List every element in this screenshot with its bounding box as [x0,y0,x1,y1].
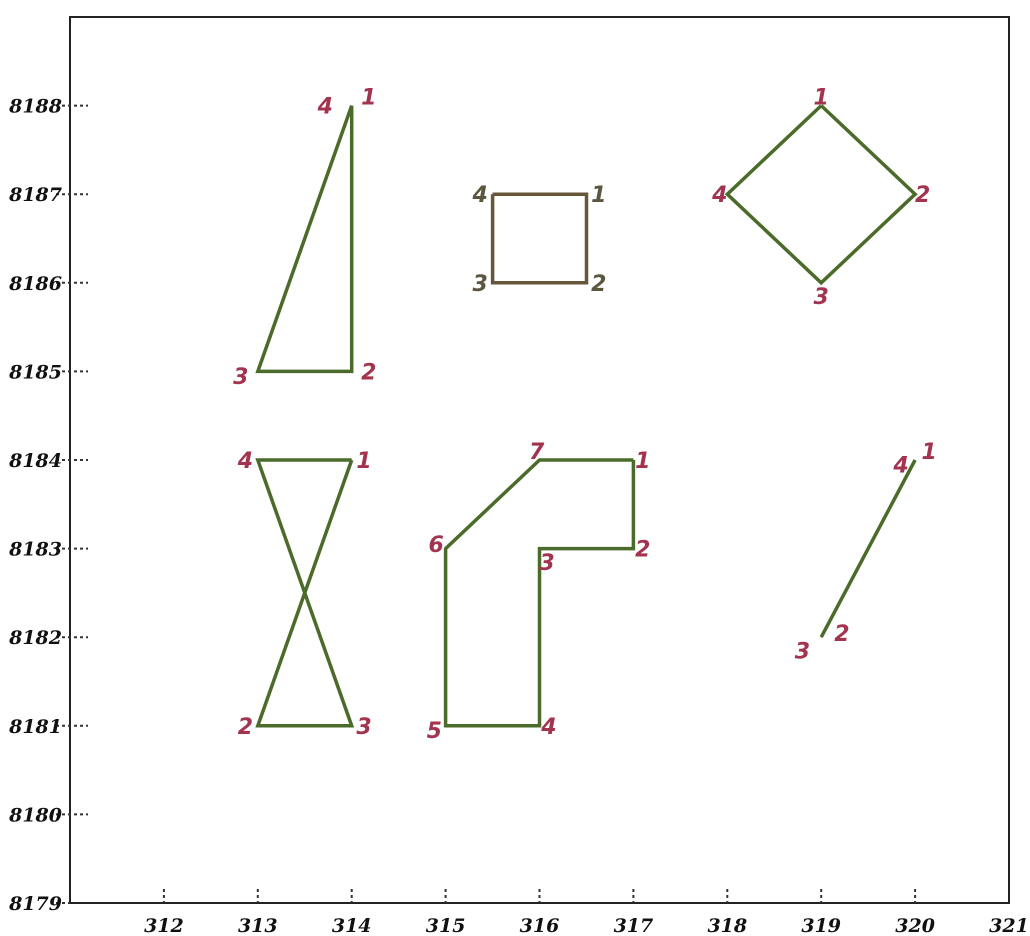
l-shape-vertex-label: 7 [529,440,545,465]
line-segment-outline [819,459,917,639]
y-tick-label: 8187 [8,184,62,206]
diamond-vertex-label: 4 [711,183,727,208]
x-tick-label: 319 [801,915,841,936]
l-shape-vertex-label: 2 [635,538,650,563]
triangle-vertex-label: 3 [233,365,248,390]
diamond-vertex-label: 3 [814,285,829,310]
square-vertex-label: 1 [591,183,606,208]
shapes-layer [255,104,918,728]
x-tick-label: 320 [895,915,935,936]
y-tick-label: 8185 [8,361,62,383]
x-tick-label: 315 [426,915,466,936]
square-vertex-label: 2 [591,272,606,297]
line-segment-vertex-label: 2 [834,622,849,647]
bowtie-outline [255,458,355,728]
l-shape-vertex-label: 3 [539,551,554,576]
triangle-vertex-label: 4 [317,95,333,120]
x-tick-label: 321 [989,915,1029,936]
y-tick-label: 8180 [8,804,62,826]
x-tick-label: 314 [332,915,372,936]
l-shape-vertex-label: 5 [427,719,442,744]
y-tick-label: 8186 [8,273,62,295]
y-tick-label: 8181 [8,716,62,738]
x-tick-label: 318 [707,915,747,936]
y-tick-label: 8188 [8,96,62,118]
x-axis: 312 313 314 315 316 317 318 319 320 321 [144,889,1029,936]
y-tick-label: 8183 [8,539,62,561]
bowtie-vertex-label: 2 [238,715,253,740]
x-tick-label: 317 [614,915,654,936]
l-shape-outline [443,458,636,728]
bowtie-vertex-label: 4 [237,449,253,474]
triangle-vertex-label: 1 [361,86,376,111]
x-tick-label: 312 [144,915,184,936]
line-segment-vertex-label: 1 [922,440,937,465]
l-shape-vertex-label: 6 [429,533,444,558]
triangle-vertex-label: 2 [361,360,376,385]
line-segment-vertex-label: 3 [795,639,810,664]
triangle-outline [255,105,354,374]
y-tick-label: 8182 [8,627,62,649]
diamond-vertex-label: 2 [915,183,930,208]
line-segment-vertex-label: 4 [892,453,908,478]
diamond-vertex-label: 1 [814,86,829,111]
y-tick-label: 8179 [8,893,62,915]
y-axis: 8188 8187 8186 8185 8184 8183 8182 8181 8180 8179 [8,96,88,915]
l-shape-vertex-label: 1 [635,449,650,474]
square-vertex-label: 4 [472,183,488,208]
diamond-outline [724,104,918,286]
square-vertex-label: 3 [473,272,488,297]
square-outline [490,192,589,285]
l-shape-vertex-label: 4 [540,715,556,740]
bowtie-vertex-label: 3 [356,715,371,740]
y-tick-label: 8184 [8,450,62,472]
x-tick-label: 313 [238,915,278,936]
x-tick-label: 316 [520,915,560,936]
bowtie-vertex-label: 1 [356,449,371,474]
